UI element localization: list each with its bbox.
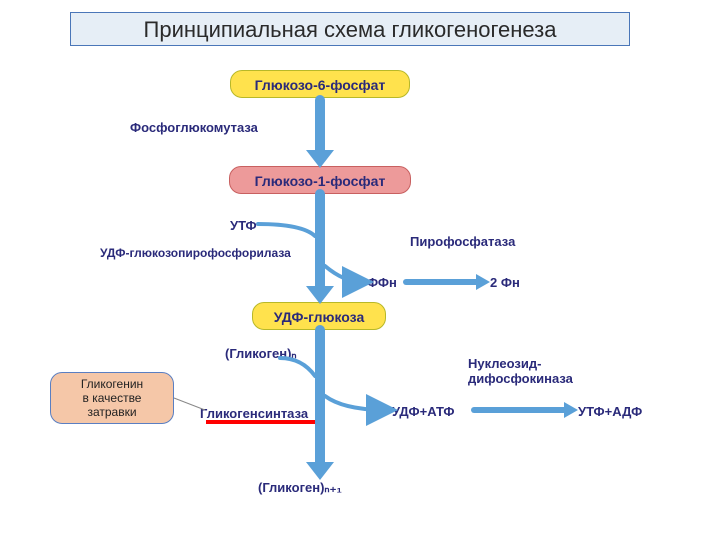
- label-utp: УТФ: [230, 218, 257, 233]
- label-glycogen-synthase: Гликогенсинтаза: [200, 406, 308, 421]
- node-g1p: Глюкозо-1-фосфат: [229, 166, 411, 194]
- label-phosphoglucomutase: Фосфоглюкомутаза: [130, 120, 258, 135]
- label-pyrophosphatase: Пирофосфатаза: [410, 234, 515, 249]
- page-title-text: Принципиальная схема гликогеногенеза: [144, 17, 557, 42]
- node-g6p-label: Глюкозо-6-фосфат: [255, 77, 386, 93]
- label-2fn: 2 Фн: [490, 275, 520, 290]
- node-glycogenin: Гликогенин в качестве затравки: [50, 372, 174, 424]
- label-glycogen-n: (Гликоген)ₙ: [225, 346, 297, 362]
- label-glycogen-n1: (Гликоген)ₙ₊₁: [258, 480, 342, 496]
- page-title: Принципиальная схема гликогеногенеза: [70, 12, 630, 46]
- label-nucleoside-diphosphokinase: Нуклеозид- дифосфокиназа: [468, 356, 573, 386]
- label-udp-atp: УДФ+АТФ: [392, 404, 455, 419]
- node-g6p: Глюкозо-6-фосфат: [230, 70, 410, 98]
- label-ffn: ФФн: [367, 275, 397, 290]
- label-udp-glucose-pyrophosphorylase: УДФ-глюкозопирофосфорилаза: [100, 246, 291, 260]
- node-g1p-label: Глюкозо-1-фосфат: [255, 173, 386, 189]
- label-utp-adp: УТФ+АДФ: [578, 404, 642, 419]
- red-underline: [206, 420, 324, 424]
- node-glycogenin-label: Гликогенин в качестве затравки: [81, 377, 143, 419]
- node-udpg: УДФ-глюкоза: [252, 302, 386, 330]
- node-udpg-label: УДФ-глюкоза: [274, 309, 364, 325]
